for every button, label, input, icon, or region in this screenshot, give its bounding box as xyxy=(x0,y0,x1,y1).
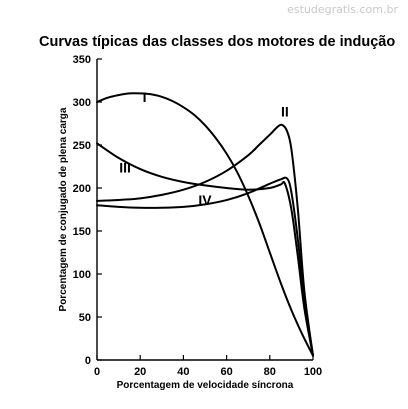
chart-title: Curvas típicas das classes dos motores d… xyxy=(39,34,396,50)
y-tick-label: 300 xyxy=(73,97,91,109)
y-tick-label: 150 xyxy=(73,226,91,238)
y-tick-label: 350 xyxy=(73,54,91,66)
x-tick-label: 100 xyxy=(304,366,322,378)
ticks: 0 50 100 150 200 250 300 350 0 20 40 60 80 100 xyxy=(73,54,323,378)
x-tick-label: 40 xyxy=(177,366,189,378)
x-axis-label: Porcentagem de velocidade síncrona xyxy=(117,380,294,391)
curve-label-iv: IV xyxy=(198,192,212,208)
x-tick-label: 0 xyxy=(94,366,100,378)
x-tick-label: 60 xyxy=(220,366,232,378)
curves xyxy=(96,92,314,357)
y-axis-label: Porcentagem de conjugado de plena carga xyxy=(58,107,69,311)
y-tick-label: 200 xyxy=(73,183,91,195)
x-tick-label: 20 xyxy=(134,366,146,378)
curve-iii xyxy=(96,142,314,357)
curve-i xyxy=(96,92,314,357)
y-tick-label: 50 xyxy=(79,312,91,324)
x-tick-label: 80 xyxy=(264,366,276,378)
curve-ii xyxy=(96,123,314,357)
curve-label-iii: III xyxy=(119,160,131,176)
axes xyxy=(96,59,313,361)
y-tick-label: 0 xyxy=(85,355,91,367)
curve-label-i: I xyxy=(143,89,147,105)
y-tick-label: 250 xyxy=(73,140,91,152)
curve-label-ii: II xyxy=(281,104,289,120)
watermark: estudegratis.com.br xyxy=(287,3,398,16)
curve-iv xyxy=(96,176,314,357)
y-tick-label: 100 xyxy=(73,269,91,281)
